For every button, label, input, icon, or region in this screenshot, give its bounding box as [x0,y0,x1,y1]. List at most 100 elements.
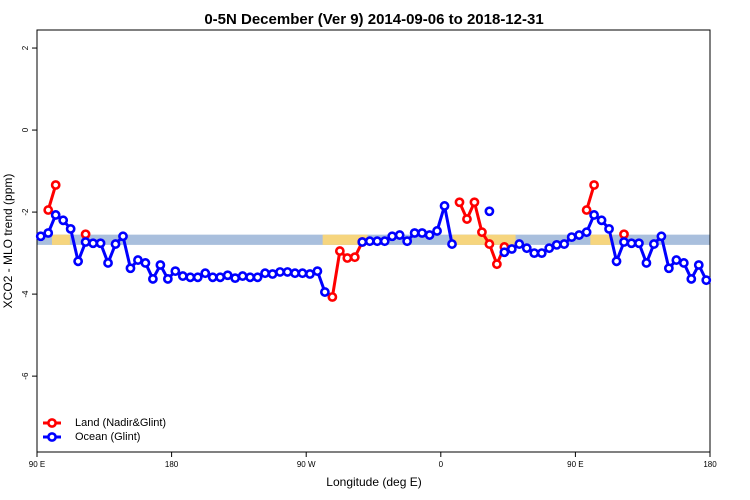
data-point [245,272,256,283]
x-tick-label: 180 [703,460,717,469]
data-point [402,236,413,247]
data-point [260,268,270,279]
data-point [604,224,614,234]
x-tick-label: 90 E [567,460,583,469]
data-point [671,255,682,265]
data-point [663,263,674,274]
data-point [514,239,525,249]
data-point [140,258,151,268]
data-point [589,210,599,220]
legend-label: Land (Nadir&Glint) [75,417,166,429]
data-point [80,229,91,240]
data-point [73,256,84,267]
data-point [312,266,323,277]
data-point [656,231,667,242]
data-point [349,252,360,263]
x-tick-label: 90 W [297,460,316,469]
data-point [544,243,555,254]
chart-title: 0-5N December (Ver 9) 2014-09-06 to 2018… [204,11,543,28]
data-point [267,269,278,279]
data-point [521,243,532,254]
y-tick-label: -2 [21,208,30,216]
y-tick-label: 2 [21,45,30,50]
data-point [506,244,517,254]
data-point [222,270,233,281]
data-point [447,239,457,249]
data-point [529,248,540,258]
data-point [701,275,712,286]
data-point [626,238,637,249]
data-point [649,239,659,249]
data-point [50,180,61,190]
data-point [192,272,203,283]
data-point [155,260,166,270]
data-point [417,228,428,238]
data-point [88,238,98,249]
data-point [619,229,629,240]
data-point [372,236,383,247]
data-point [619,237,629,247]
y-tick-label: -6 [21,372,30,380]
data-point [387,231,398,242]
y-axis-label: XCO2 - MLO trend (ppm) [1,174,15,309]
data-point [394,230,405,240]
data-point [439,201,450,211]
data-point [678,258,689,268]
data-point [566,232,577,243]
data-point [551,239,562,250]
data-point [693,260,704,270]
data-point [43,228,54,238]
y-tick-label: 0 [21,127,30,132]
data-point [133,255,143,265]
data-point [424,230,435,240]
data-point [559,239,570,249]
data-point [177,271,188,281]
data-point [200,268,211,279]
data-point [148,274,158,284]
y-tick-label: -4 [21,290,30,298]
data-point [477,227,487,238]
data-point [611,256,622,267]
data-point [334,246,345,256]
data-point [282,267,293,277]
data-point [290,268,300,279]
data-point [170,266,181,277]
x-tick-label: 180 [165,460,179,469]
data-point [162,274,173,284]
data-point [536,248,547,258]
x-tick-label: 90 E [29,460,45,469]
series-line [40,205,708,293]
land-band [590,234,613,245]
data-point [596,215,607,226]
data-point [319,287,330,297]
data-point [125,263,136,274]
x-tick-label: 0 [439,460,444,469]
data-point [499,247,510,258]
data-point [80,237,91,247]
data-point [110,239,121,249]
data-point [58,215,69,226]
data-point [237,271,248,281]
data-point [215,272,226,283]
data-point [634,238,644,249]
data-point [342,253,353,263]
x-axis-label: Longitude (deg E) [326,475,421,489]
data-point [484,239,495,249]
data-point [252,272,263,283]
data-point [641,258,652,268]
data-point [589,180,599,190]
plot-frame [36,29,711,453]
land-band [452,234,516,245]
data-point [357,237,368,247]
legend-marker [47,418,57,428]
land-band [51,234,70,245]
data-point [118,231,128,242]
data-point [327,292,338,302]
data-point [230,273,241,284]
data-point [454,197,465,208]
data-point [95,238,106,249]
legend-marker [47,432,57,442]
data-point [35,231,46,242]
data-point [574,230,585,240]
